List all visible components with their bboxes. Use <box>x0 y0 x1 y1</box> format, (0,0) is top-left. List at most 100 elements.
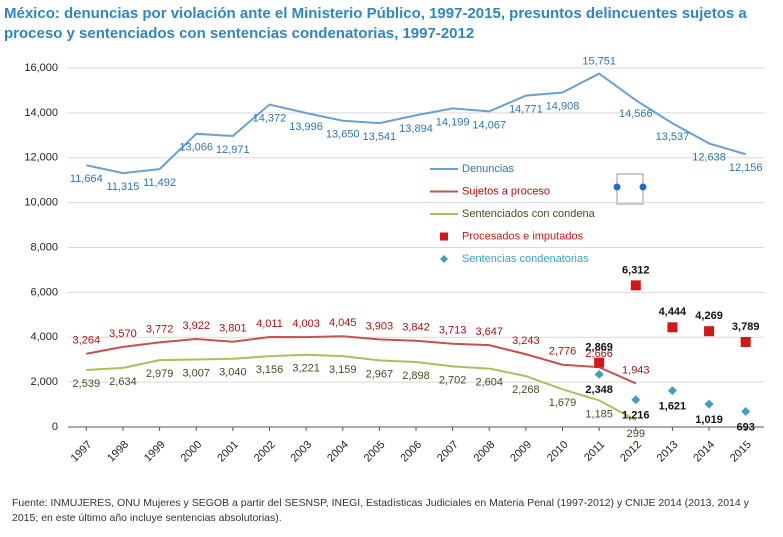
data-label: 2,869 <box>585 342 613 354</box>
decoration <box>616 173 644 205</box>
y-tick-label: 2,000 <box>30 376 58 388</box>
x-tick-label: 2015 <box>728 439 754 465</box>
data-label: 2,604 <box>475 376 503 388</box>
data-label: 13,537 <box>656 131 690 143</box>
x-tick-label: 1997 <box>69 439 95 465</box>
data-label: 6,312 <box>622 264 650 276</box>
x-tick-label: 2012 <box>618 439 644 465</box>
data-label: 12,638 <box>692 151 726 163</box>
data-label: 3,842 <box>402 322 430 334</box>
data-label: 13,894 <box>399 123 433 135</box>
data-label: 3,570 <box>109 328 137 340</box>
data-label: 3,007 <box>182 367 210 379</box>
data-label: 4,269 <box>695 310 723 322</box>
x-tick-label: 2000 <box>179 439 205 465</box>
data-label: 4,011 <box>256 318 283 330</box>
data-label: 299 <box>627 428 645 440</box>
data-label: 14,908 <box>546 100 580 112</box>
x-tick-label: 2006 <box>398 439 424 465</box>
data-label: 4,003 <box>292 318 320 330</box>
data-label: 3,922 <box>182 320 210 332</box>
data-label: 3,221 <box>292 363 320 375</box>
series-line <box>86 72 746 175</box>
data-label: 14,566 <box>619 108 653 120</box>
x-tick-label: 2013 <box>655 439 681 465</box>
data-label: 3,713 <box>439 325 467 337</box>
legend-label: Procesados e imputados <box>462 230 584 242</box>
series-line <box>86 335 637 385</box>
y-tick-label: 0 <box>52 421 58 433</box>
legend-label: Sujetos a proceso <box>462 185 550 197</box>
x-tick-label: 2008 <box>472 439 498 465</box>
data-label: 2,539 <box>73 378 101 390</box>
data-label: 13,066 <box>179 142 213 154</box>
y-tick-label: 6,000 <box>30 286 58 298</box>
y-tick-label: 10,000 <box>24 197 58 209</box>
data-label: 15,751 <box>582 55 616 67</box>
data-label: 3,772 <box>146 323 174 335</box>
data-label: 3,159 <box>329 364 357 376</box>
x-tick-label: 2001 <box>215 439 241 465</box>
data-label: 2,268 <box>512 384 540 396</box>
x-tick-label: 2010 <box>545 439 571 465</box>
data-label: 3,243 <box>512 335 540 347</box>
data-label: 3,040 <box>219 367 247 379</box>
data-label: 12,971 <box>216 144 250 156</box>
data-label: 2,634 <box>109 376 137 388</box>
square-marker <box>667 322 678 333</box>
diamond-marker <box>667 386 677 396</box>
data-label: 3,801 <box>219 323 247 335</box>
y-tick-label: 4,000 <box>30 331 58 343</box>
y-tick-label: 14,000 <box>24 107 58 119</box>
x-tick-label: 2007 <box>435 439 461 465</box>
data-label: 693 <box>737 421 755 433</box>
x-tick-label: 2002 <box>252 439 278 465</box>
square-marker <box>594 357 605 368</box>
chart-title: México: denuncias por violación ante el … <box>4 5 747 42</box>
data-label: 13,650 <box>326 129 360 141</box>
data-label: 1,185 <box>585 408 613 420</box>
data-label: 2,702 <box>439 374 467 386</box>
x-tick-label: 2011 <box>582 439 607 464</box>
data-label: 3,647 <box>475 326 503 338</box>
x-tick-label: 2003 <box>288 439 314 465</box>
x-tick-label: 2005 <box>362 439 388 465</box>
data-label: 11,492 <box>143 177 176 189</box>
data-label: 1,943 <box>622 364 650 376</box>
x-tick-label: 2014 <box>691 439 717 465</box>
square-marker <box>630 280 641 291</box>
data-label: 1,621 <box>659 401 687 413</box>
x-tick-label: 1998 <box>105 439 131 465</box>
data-label: 1,216 <box>622 410 650 422</box>
x-tick-label: 2004 <box>325 439 351 465</box>
data-label: 2,776 <box>549 346 577 358</box>
data-label: 2,898 <box>402 370 430 382</box>
data-label: 2,979 <box>146 368 174 380</box>
diamond-marker <box>704 399 714 409</box>
legend-label: Denuncias <box>462 163 514 175</box>
decoration <box>639 183 647 191</box>
legend-marker <box>440 255 448 263</box>
square-marker <box>740 336 751 347</box>
data-label: 4,444 <box>659 306 687 318</box>
data-label: 14,372 <box>253 112 287 124</box>
data-label: 1,679 <box>549 397 577 409</box>
legend-label: Sentenciados con condena <box>462 208 596 220</box>
diamond-marker <box>631 395 641 405</box>
legend-marker <box>440 232 448 241</box>
diamond-marker <box>594 369 604 379</box>
data-label: 14,067 <box>472 119 506 131</box>
y-tick-label: 12,000 <box>24 152 58 164</box>
data-label: 12,156 <box>729 162 763 174</box>
data-label: 14,199 <box>436 116 470 128</box>
source-note: Fuente: INMUJERES, ONU Mujeres y SEGOB a… <box>12 497 749 524</box>
data-label: 3,789 <box>732 321 760 333</box>
data-label: 13,541 <box>363 131 397 143</box>
y-tick-label: 8,000 <box>30 241 58 253</box>
data-label: 11,664 <box>70 173 103 185</box>
data-label: 2,348 <box>585 384 613 396</box>
square-marker <box>704 326 715 337</box>
data-label: 14,771 <box>509 103 543 115</box>
data-label: 2,967 <box>366 368 394 380</box>
